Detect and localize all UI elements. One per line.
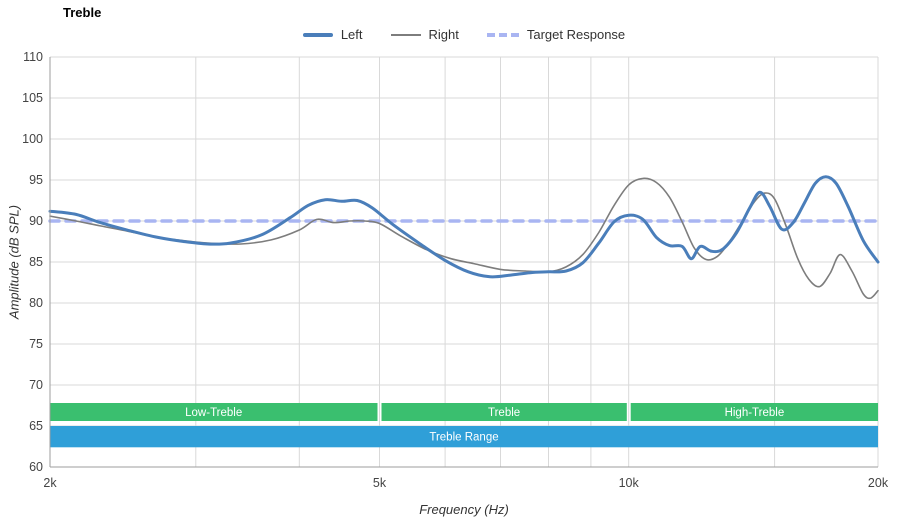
- right-line-swatch-icon: [390, 33, 421, 36]
- x-tick-label: 20k: [868, 476, 889, 490]
- band-treble: [381, 403, 627, 421]
- legend-label-right: Right: [428, 27, 459, 42]
- legend-item-target-response[interactable]: Target Response: [486, 27, 626, 42]
- y-tick-label: 95: [29, 173, 43, 187]
- y-tick-label: 90: [29, 214, 43, 228]
- left-line-swatch-icon: [302, 32, 333, 37]
- y-axis-label: Amplitude (dB SPL): [6, 204, 22, 320]
- legend-item-right[interactable]: Right: [390, 27, 459, 42]
- y-tick-label: 85: [29, 255, 43, 269]
- y-tick-label: 70: [29, 378, 43, 392]
- legend-label-left: Left: [340, 27, 363, 42]
- y-tick-label: 100: [22, 132, 43, 146]
- band-low-treble: [50, 403, 378, 421]
- right-curve: [49, 177, 879, 300]
- y-tick-label: 80: [29, 296, 43, 310]
- legend-label-target-response: Target Response: [526, 27, 626, 42]
- y-tick-label: 75: [29, 337, 43, 351]
- y-tick-label: 105: [22, 91, 43, 105]
- band-label-low-treble: Low-Treble: [185, 407, 242, 419]
- band-label-treble: Treble: [488, 407, 520, 419]
- left-curve: [48, 175, 880, 279]
- y-tick-label: 60: [29, 460, 43, 474]
- y-tick-label: 110: [23, 50, 43, 64]
- chart-title: Treble: [63, 5, 102, 20]
- band-label-high-treble: High-Treble: [725, 407, 785, 419]
- x-tick-label: 2k: [43, 476, 57, 490]
- band-high-treble: [630, 403, 878, 421]
- x-tick-label: 5k: [373, 476, 387, 490]
- target-line-swatch-icon: [486, 32, 519, 37]
- y-tick-label: 65: [29, 419, 43, 433]
- legend-item-left[interactable]: Left: [302, 27, 363, 42]
- x-tick-label: 10k: [619, 476, 640, 490]
- band-treble-range: [50, 426, 878, 448]
- band-label-treble-range: Treble Range: [429, 432, 498, 444]
- legend: Left Right Target Response: [50, 27, 878, 42]
- x-axis-label: Frequency (Hz): [419, 502, 509, 517]
